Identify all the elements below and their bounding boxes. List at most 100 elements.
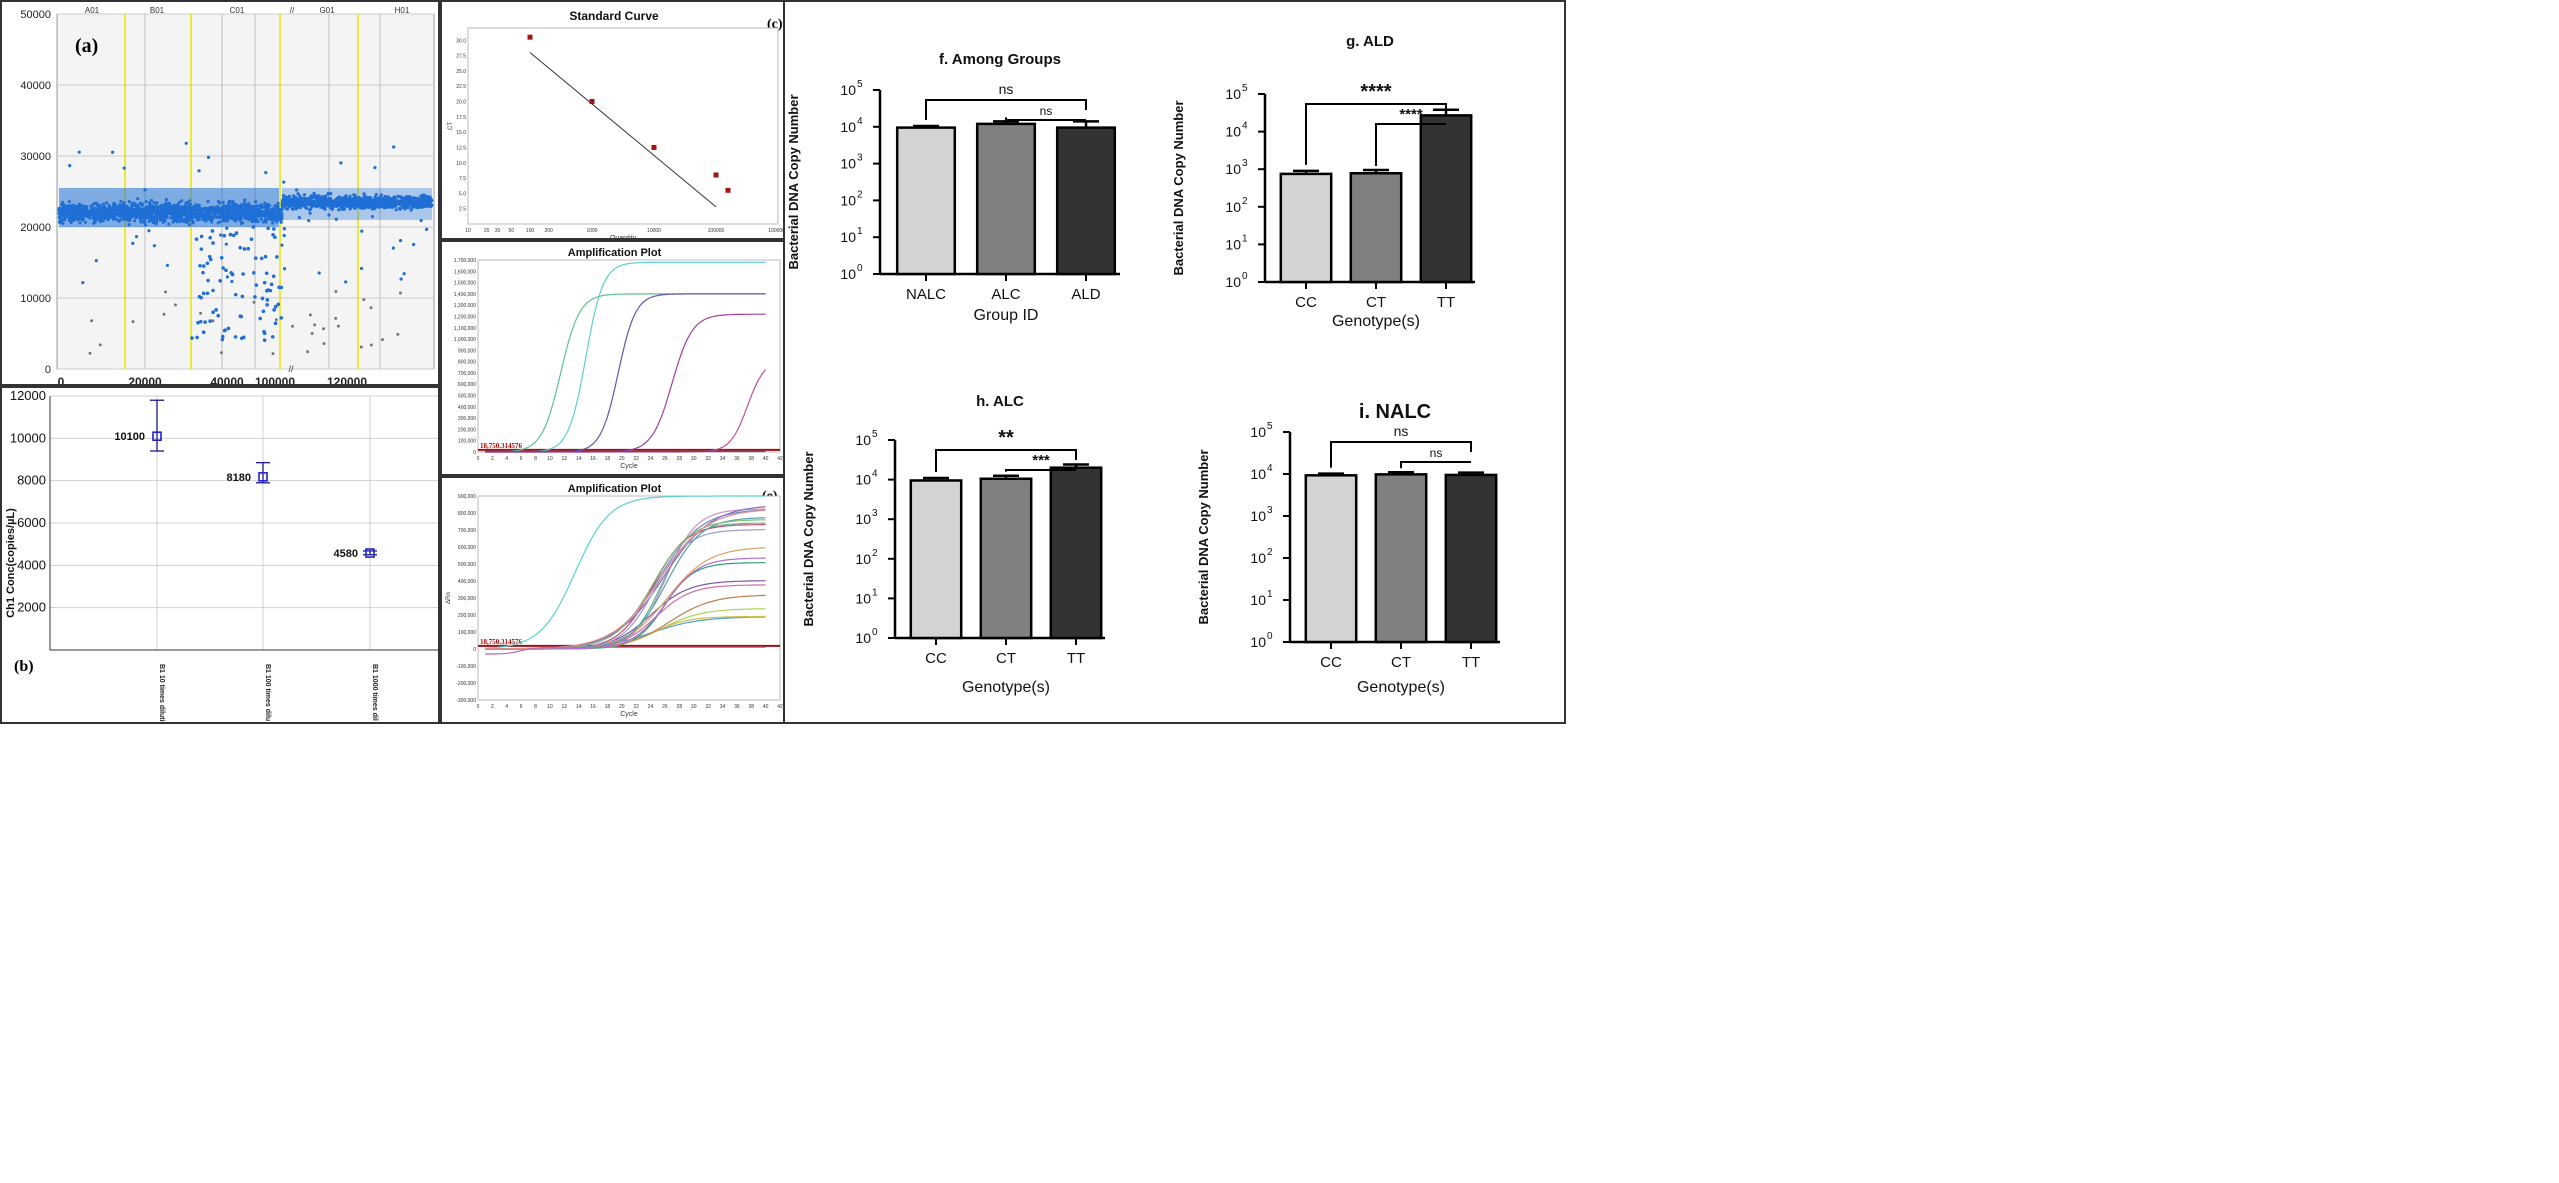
negative-droplet bbox=[398, 291, 402, 295]
droplet-outlier bbox=[227, 199, 232, 203]
y-tick-label: 10 bbox=[855, 432, 871, 448]
bar bbox=[1304, 474, 1358, 644]
droplet-outlier bbox=[272, 213, 277, 218]
x-axis-label: Group ID bbox=[974, 307, 1039, 324]
x-tick-label: 6 bbox=[520, 704, 523, 710]
chart-title: Amplification Plot bbox=[568, 483, 662, 495]
x-tick-label: 28 bbox=[677, 456, 683, 462]
y-axis-label: Bacterial DNA Copy Number bbox=[786, 94, 801, 269]
x-tick-label: 18 bbox=[605, 456, 611, 462]
panel-e-frame: Amplification Plot(e)900,000800,000700,0… bbox=[440, 476, 785, 724]
droplet-outlier bbox=[196, 320, 200, 325]
droplet-outlier bbox=[265, 303, 269, 307]
y-tick-exponent: 5 bbox=[857, 79, 863, 90]
y-tick-label: 10 bbox=[1250, 424, 1266, 440]
droplet-outlier bbox=[208, 257, 213, 262]
y-tick-label: 10 bbox=[1250, 550, 1266, 566]
droplet-outlier bbox=[206, 155, 211, 159]
data-label: 10100 bbox=[114, 431, 145, 443]
y-tick-exponent: 5 bbox=[872, 429, 878, 440]
droplet-outlier bbox=[195, 335, 199, 340]
x-tick-label: 38 bbox=[748, 704, 754, 710]
data-point bbox=[152, 431, 162, 442]
x-tick-label: 24 bbox=[648, 456, 654, 462]
negative-droplet bbox=[396, 332, 400, 336]
y-axis-label: Bacterial DNA Copy Number bbox=[1196, 449, 1211, 624]
droplet-outlier bbox=[273, 235, 277, 240]
y-tick-label: 400,000 bbox=[458, 405, 476, 411]
significance-bracket bbox=[1400, 461, 1471, 469]
significance-bracket bbox=[1375, 123, 1446, 167]
droplet-outlier bbox=[265, 288, 269, 293]
x-tick-label: 10 bbox=[547, 456, 553, 462]
x-tick-label: 34 bbox=[720, 456, 726, 462]
y-tick-label: 900,000 bbox=[458, 494, 476, 500]
droplet-outlier bbox=[226, 326, 231, 331]
droplet-outlier bbox=[85, 205, 89, 209]
well-label: C01 bbox=[230, 6, 245, 15]
y-tick-label: 0 bbox=[45, 364, 51, 376]
significance-label: ns bbox=[999, 81, 1014, 97]
y-tick-exponent: 1 bbox=[857, 226, 863, 237]
panel-i-title: i. NALC bbox=[1359, 401, 1431, 423]
droplet-outlier bbox=[242, 247, 247, 251]
droplet-outlier bbox=[197, 169, 201, 173]
droplet-outlier bbox=[295, 188, 299, 192]
x-tick-label: 50 bbox=[509, 228, 515, 234]
droplet-outlier bbox=[263, 254, 268, 259]
droplet-outlier bbox=[370, 214, 375, 219]
droplet-outlier bbox=[271, 274, 276, 279]
droplet-outlier bbox=[94, 259, 98, 263]
y-tick-label: 17.5 bbox=[456, 115, 466, 121]
x-tick-label: 120000 bbox=[327, 375, 367, 386]
droplet-outlier bbox=[238, 245, 243, 250]
y-axis-label: ΔRn bbox=[446, 592, 452, 604]
y-tick-label: 10 bbox=[840, 156, 856, 172]
y-tick-exponent: 4 bbox=[857, 116, 863, 127]
droplet-outlier bbox=[269, 282, 274, 287]
x-tick-label: 0 bbox=[58, 375, 65, 386]
droplet-outlier bbox=[122, 166, 126, 170]
x-tick-label: 16 bbox=[590, 704, 596, 710]
x-tick-label: 22 bbox=[633, 704, 639, 710]
y-tick-label: 400,000 bbox=[458, 579, 476, 585]
bar bbox=[1049, 466, 1103, 640]
y-tick-exponent: 2 bbox=[857, 189, 863, 200]
panel-fghi-frame: f. Among Groups 10 0 10 1 10 2 10 3 10 4 10 5 Bacteri… bbox=[783, 0, 1566, 724]
droplet-band bbox=[282, 187, 432, 220]
y-tick-exponent: 3 bbox=[1242, 158, 1248, 169]
y-tick-label: 0 bbox=[473, 647, 476, 653]
y-tick-label: 7.5 bbox=[459, 176, 466, 182]
y-tick-label: 2.5 bbox=[459, 207, 466, 213]
x-category-label: CT bbox=[1391, 654, 1411, 671]
negative-droplet bbox=[131, 320, 135, 324]
data-point bbox=[713, 172, 719, 178]
x-tick-label: 4 bbox=[505, 456, 508, 462]
y-tick-label: 1,100,000 bbox=[454, 326, 476, 332]
y-tick-label: 500,000 bbox=[458, 562, 476, 568]
x-tick-label: 32 bbox=[705, 456, 711, 462]
y-tick-exponent: 0 bbox=[1267, 631, 1273, 642]
droplet-outlier bbox=[110, 150, 115, 154]
negative-droplet bbox=[219, 351, 223, 355]
well-label: // bbox=[290, 6, 295, 15]
droplet-outlier bbox=[391, 246, 395, 250]
negative-droplet bbox=[359, 345, 363, 349]
droplet-outlier bbox=[398, 238, 403, 243]
y-tick-exponent: 3 bbox=[857, 153, 863, 164]
data-point bbox=[651, 144, 657, 150]
negative-droplet bbox=[369, 306, 373, 310]
x-tick-label: 20000 bbox=[128, 375, 162, 386]
droplet-outlier bbox=[282, 267, 287, 271]
droplet-outlier bbox=[221, 266, 225, 270]
x-category-label: ALD bbox=[1071, 286, 1100, 303]
y-tick-label: 8000 bbox=[17, 473, 46, 488]
threshold-label: 18,750.314576 bbox=[480, 638, 523, 646]
droplet-outlier bbox=[264, 171, 268, 175]
droplet-outlier bbox=[297, 216, 301, 220]
y-tick-label: 10 bbox=[855, 590, 871, 606]
droplet-outlier bbox=[273, 321, 278, 325]
well-label: H01 bbox=[395, 6, 410, 15]
bar bbox=[1374, 473, 1428, 644]
